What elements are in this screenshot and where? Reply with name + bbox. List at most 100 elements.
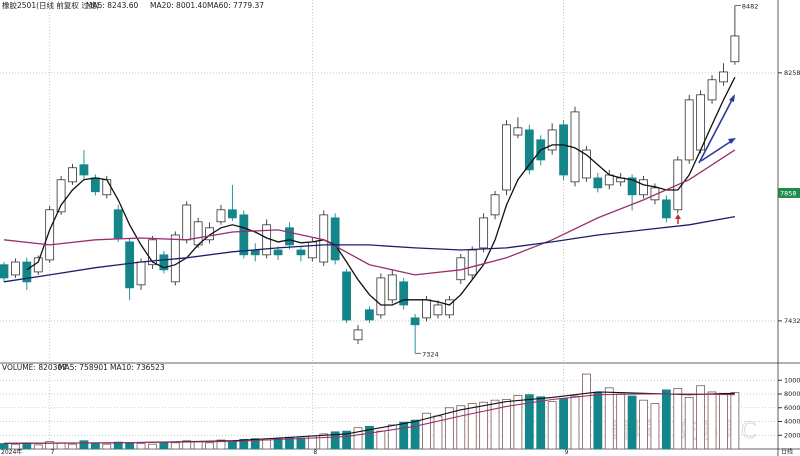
volume-bar [593,392,603,450]
candle-body [0,264,9,279]
volume-bar [170,442,180,450]
y-tick-label: 8258 [784,69,800,77]
volume-bar [410,419,420,450]
candle-body [227,209,237,219]
volume-bar [250,438,260,450]
volume-title: VOLUME: 820307 [2,363,67,372]
candle-body [342,271,352,321]
candle-body [730,35,740,63]
volume-bar [399,421,409,450]
volume-bar [513,394,523,450]
volume-bar [673,388,683,450]
candle-body [513,127,523,136]
candle-body [604,174,614,186]
candle-body [45,209,55,261]
ma-line [26,76,736,306]
volume-bar [148,443,157,450]
high-label: 8482 [742,3,759,11]
candle-body [113,209,123,239]
annotation-arrows [675,94,736,224]
volume-bar [730,392,740,450]
ma-line [3,149,736,276]
signal-arrow-head [675,214,681,219]
candle-body [627,177,637,196]
volume-bar [661,389,671,450]
candle-body [148,239,157,266]
volume-bar [68,443,77,450]
volume-bar [0,443,9,450]
candle-body [479,217,489,249]
volume-bar [479,401,489,450]
volume-bar [205,442,214,450]
arrow [700,139,734,162]
x-tick-label: 2024年 [1,448,22,456]
candle-body [102,179,112,196]
volume-bar [387,424,397,450]
candle-body [582,149,591,179]
volume-ma-line [3,393,735,444]
x-tick-label: 7 [51,449,55,456]
candle-body [365,309,374,321]
period-label: 日线 [781,448,793,456]
candle-body [22,261,32,283]
candle-body [410,317,420,326]
candle-body [136,261,146,286]
volume-bar [90,443,100,450]
x-tick-label: 9 [565,449,569,456]
volume-bar [353,427,363,450]
volume-bar [239,438,249,450]
volume-indicator: MA10: 736523 [110,363,165,372]
volume-bar [33,444,43,450]
volume-bar [639,399,648,450]
volume-bar [365,425,374,450]
volume-bar [570,395,580,450]
volume-bar [296,437,306,450]
candle-body [593,177,603,189]
volume-bar [524,394,534,450]
indicator-label: MA60: 7779.37 [207,1,264,10]
candle-body [56,179,66,213]
candle-body [559,124,568,176]
candle-body [193,221,203,246]
volume-bar [216,439,226,450]
candle-body [696,94,706,151]
candle-body [684,99,694,161]
volume-bar [502,399,511,450]
volume-bar [422,412,431,450]
candle-body [524,129,534,171]
indicator-label: MA5: 8243.60 [86,1,139,10]
volume-bar [604,387,614,450]
volume-bar [319,433,329,450]
x-tick-label: 8 [313,449,317,456]
volume-bar [616,393,626,450]
candle-body [79,164,89,176]
candle-body [307,241,317,259]
candle-body [467,249,477,276]
low-label: 7324 [422,350,439,358]
volume-bar [136,443,146,450]
volume-bar [444,407,454,450]
candle-body [387,274,397,301]
volume-bar [79,440,89,450]
y-tick-label: 7432 [784,317,800,325]
y-tick-label: 6000 [784,404,800,412]
candle-body [319,214,329,263]
candle-body [707,79,717,101]
volume-bar [719,392,728,450]
candle-body [90,177,100,193]
volume-bar [490,399,500,450]
volume-bar [627,395,637,450]
volume-bar [330,431,340,450]
y-tick-label: 10000 [784,376,800,384]
volume-bar [125,442,135,450]
candle-body [125,241,135,289]
y-tick-label: 2000 [784,431,800,439]
candle-body [33,257,43,273]
volume-bar [193,441,203,450]
volume-bar [650,403,660,450]
candle-body [399,281,409,306]
candle-body [285,227,294,246]
candle-body [661,199,671,219]
volume-bar [696,385,706,450]
